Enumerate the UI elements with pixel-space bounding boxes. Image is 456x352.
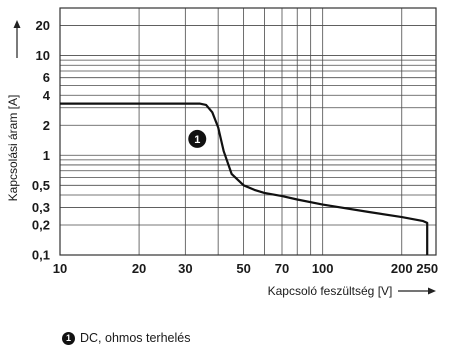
y-tick-label: 6 <box>43 70 50 85</box>
legend-text: DC, ohmos terhelés <box>80 331 191 345</box>
y-tick-label: 0,1 <box>32 248 50 263</box>
series-line <box>60 102 429 255</box>
chart-svg: 1 10 20 30 50 70 100 200 250 0,1 0,2 0,3 0,5 1 2 4 6 10 2… <box>6 7 438 298</box>
annotation-label: 1 <box>194 134 200 146</box>
x-tick-label: 50 <box>236 261 250 276</box>
x-tick-label: 100 <box>312 261 334 276</box>
y-tick-label: 0,3 <box>32 200 50 215</box>
x-axis-arrow-head <box>428 287 436 295</box>
legend: 1 DC, ohmos terhelés <box>62 331 190 345</box>
x-tick-label: 30 <box>178 261 192 276</box>
x-tick-label: 10 <box>53 261 67 276</box>
x-tick-label: 20 <box>132 261 146 276</box>
annotation-marker <box>188 129 207 148</box>
y-axis-title: Kapcsolási áram [A] <box>6 95 20 202</box>
x-tick-label: 70 <box>275 261 289 276</box>
marks: 1 <box>60 102 429 255</box>
labels: 10 20 30 50 70 100 200 250 0,1 0,2 0,3 0,5 1 2 4 6 10 20 K… <box>6 18 438 298</box>
x-axis-title: Kapcsoló feszültség [V] <box>268 284 393 298</box>
y-tick-label: 10 <box>36 48 50 63</box>
x-tick-label: 250 <box>416 261 438 276</box>
y-axis-arrow-head <box>13 20 21 28</box>
y-tick-label: 1 <box>43 148 50 163</box>
plot-frame <box>59 7 437 256</box>
y-tick-label: 4 <box>43 88 51 103</box>
legend-marker-badge: 1 <box>62 331 75 345</box>
y-tick-label: 0,2 <box>32 217 50 232</box>
grid <box>59 7 437 256</box>
y-tick-label: 2 <box>43 118 50 133</box>
y-tick-label: 20 <box>36 18 50 33</box>
y-tick-label: 0,5 <box>32 178 50 193</box>
x-tick-label: 200 <box>391 261 413 276</box>
